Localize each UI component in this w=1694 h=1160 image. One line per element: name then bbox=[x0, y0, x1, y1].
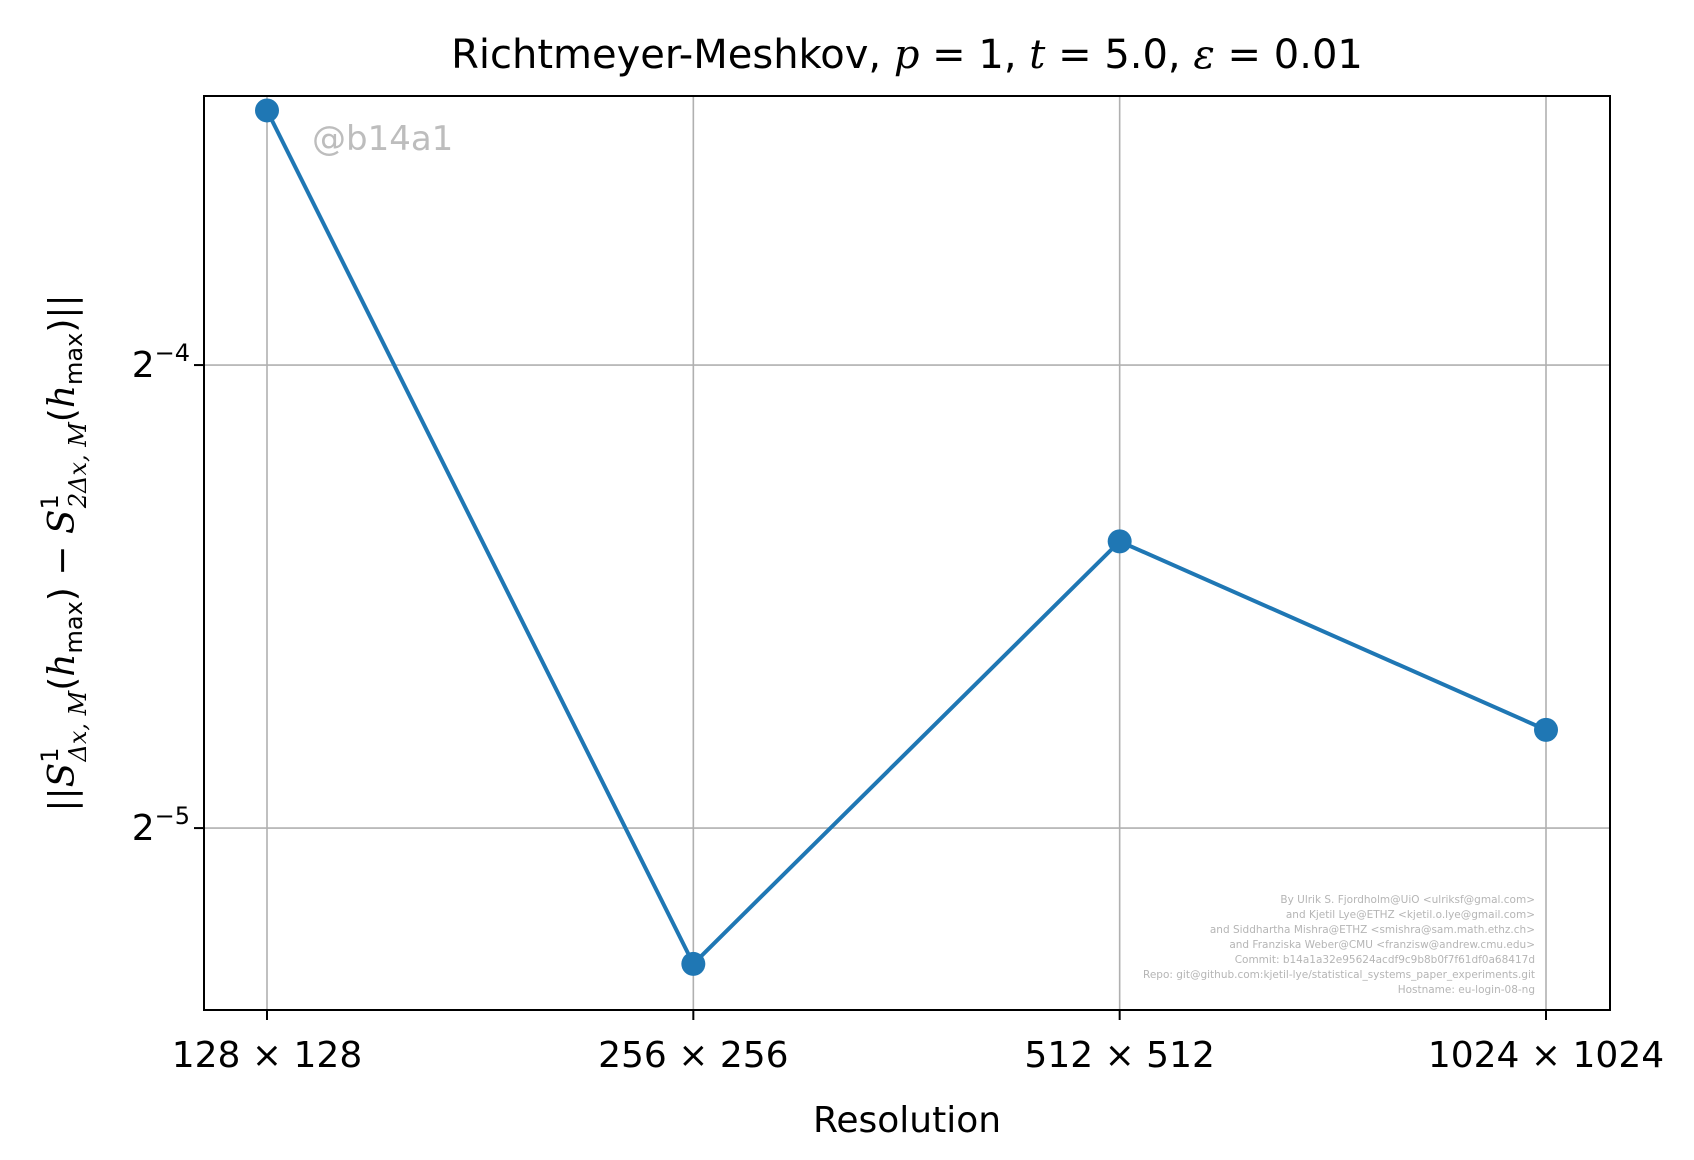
x-axis-label: Resolution bbox=[813, 1100, 1001, 1141]
credit-line: Commit: b14a1a32e95624acdf9c9b8b0f7f61df… bbox=[1235, 954, 1535, 966]
data-point bbox=[1107, 529, 1132, 554]
data-point bbox=[681, 951, 706, 976]
watermark-text: @b14a1 bbox=[312, 119, 453, 159]
credit-line: Repo: git@github.com:kjetil-lye/statisti… bbox=[1143, 969, 1535, 981]
title-eps: ε bbox=[1193, 32, 1214, 78]
y-tick-base: 2 bbox=[132, 808, 155, 849]
credit-line: and Kjetil Lye@ETHZ <kjetil.o.lye@gmail.… bbox=[1286, 909, 1535, 921]
title-t: t bbox=[1029, 32, 1046, 78]
y-axis-ticks: 2−4 2−5 bbox=[132, 339, 204, 849]
credit-line: By Ulrik S. Fjordholm@UiO <ulriksf@gmal.… bbox=[1280, 894, 1535, 906]
y-tick-base: 2 bbox=[132, 345, 155, 386]
x-tick-label: 512 × 512 bbox=[1024, 1035, 1214, 1076]
credit-line: and Siddhartha Mishra@ETHZ <smishra@sam.… bbox=[1210, 924, 1535, 936]
title-eps-eq: = 0.01 bbox=[1215, 32, 1363, 78]
y-tick-exp: −5 bbox=[155, 802, 190, 830]
chart-title: Richtmeyer-Meshkov, p = 1, t = 5.0, ε = … bbox=[451, 32, 1363, 78]
x-tick-label: 1024 × 1024 bbox=[1428, 1035, 1664, 1076]
plot-frame bbox=[203, 95, 1611, 1011]
y-axis-label: ||S1Δx, M(hmax) − S12Δx, M(hmax)|| bbox=[36, 294, 92, 811]
credits-block: By Ulrik S. Fjordholm@UiO <ulriksf@gmal.… bbox=[1143, 894, 1535, 996]
x-tick-label: 128 × 128 bbox=[172, 1035, 362, 1076]
data-point bbox=[255, 98, 279, 123]
series-group bbox=[255, 98, 1558, 976]
title-p-eq: = 1, bbox=[919, 32, 1029, 78]
credit-line: and Franziska Weber@CMU <franzisw@andrew… bbox=[1229, 939, 1535, 951]
x-axis-ticks: 128 × 128 256 × 256 512 × 512 1024 × 1024 bbox=[172, 1010, 1664, 1076]
title-prefix: Richtmeyer-Meshkov, bbox=[451, 32, 894, 78]
grid bbox=[204, 96, 1610, 1010]
title-p: p bbox=[894, 32, 920, 78]
data-point bbox=[1534, 717, 1558, 742]
y-tick-exp: −4 bbox=[155, 339, 190, 367]
series-line bbox=[265, 109, 1547, 966]
y-tick-label: 2−4 bbox=[132, 339, 190, 386]
title-t-eq: = 5.0, bbox=[1045, 32, 1193, 78]
x-tick-label: 256 × 256 bbox=[598, 1035, 788, 1076]
y-tick-label: 2−5 bbox=[132, 802, 190, 849]
credit-line: Hostname: eu-login-08-ng bbox=[1398, 984, 1535, 996]
